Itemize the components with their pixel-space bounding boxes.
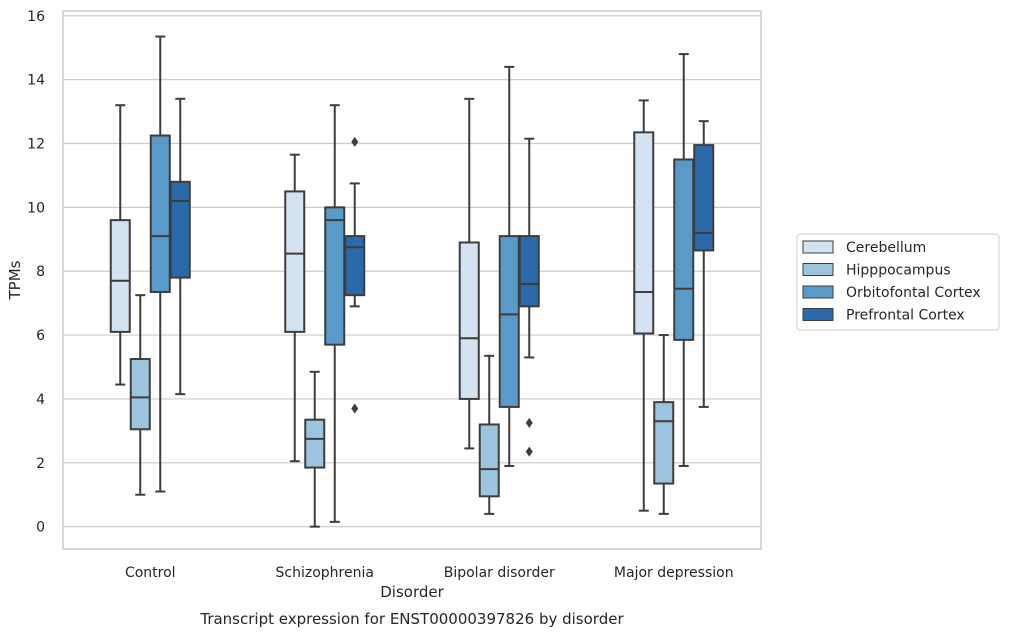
box-body bbox=[518, 235, 540, 308]
outlier-point bbox=[351, 136, 359, 147]
outlier-point bbox=[351, 403, 359, 414]
legend-swatch bbox=[802, 263, 834, 276]
legend-swatch bbox=[802, 240, 834, 254]
box-body bbox=[109, 219, 131, 333]
box-body bbox=[673, 158, 695, 341]
legend-label: Cerebellum bbox=[846, 240, 926, 256]
legend-label: Prefrontal Cortex bbox=[846, 308, 965, 324]
box-hipppocampus bbox=[653, 334, 675, 515]
x-axis-label: Disorder bbox=[380, 583, 444, 601]
legend: Cerebellum Hipppocampus Orbitofontal Corte… bbox=[796, 233, 1000, 331]
box-body bbox=[129, 358, 151, 431]
y-tick-label: 4 bbox=[36, 392, 45, 408]
box-body bbox=[304, 418, 326, 469]
x-tick-label: Control bbox=[125, 565, 176, 581]
x-tick-label: Schizophrenia bbox=[276, 565, 374, 581]
x-tick-label: Major depression bbox=[614, 565, 734, 581]
box-prefrontal-cortex bbox=[693, 120, 715, 408]
x-axis-ticks: Control Schizophrenia Bipolar disorder Majo… bbox=[125, 565, 734, 581]
y-tick-label: 16 bbox=[27, 9, 45, 25]
box-hipppocampus bbox=[478, 354, 500, 515]
plot-area-frame bbox=[62, 10, 762, 550]
y-tick-label: 2 bbox=[36, 456, 45, 472]
legend-swatch bbox=[802, 308, 834, 321]
box-orbitofontal-cortex bbox=[673, 53, 695, 467]
y-axis-ticks: 0 2 4 6 8 10 12 14 16 bbox=[27, 9, 45, 536]
box-orbitofontal-cortex bbox=[498, 65, 520, 467]
box-prefrontal-cortex bbox=[169, 97, 191, 396]
box-body bbox=[344, 235, 366, 297]
box-body bbox=[478, 423, 500, 498]
box-orbitofontal-cortex bbox=[324, 104, 346, 523]
outlier-point bbox=[525, 446, 533, 457]
box-body bbox=[284, 190, 306, 333]
box-prefrontal-cortex bbox=[344, 136, 366, 414]
box-hipppocampus bbox=[304, 370, 326, 528]
box-body bbox=[653, 401, 675, 485]
box-body bbox=[633, 131, 655, 335]
legend-swatch bbox=[802, 285, 834, 299]
y-tick-label: 12 bbox=[27, 137, 45, 153]
outlier-point bbox=[525, 417, 533, 428]
y-tick-label: 14 bbox=[27, 73, 45, 89]
y-tick-label: 6 bbox=[36, 328, 45, 344]
box-body bbox=[149, 134, 171, 293]
box-cerebellum bbox=[458, 97, 480, 450]
legend-frame bbox=[796, 233, 1000, 331]
box-body bbox=[693, 144, 715, 252]
box-body bbox=[458, 241, 480, 400]
box-cerebellum bbox=[633, 99, 655, 512]
legend-label: Hipppocampus bbox=[846, 263, 951, 279]
box-cerebellum bbox=[284, 153, 306, 463]
box-hipppocampus bbox=[129, 294, 151, 496]
box-body bbox=[169, 180, 191, 279]
box-body bbox=[324, 206, 346, 346]
y-tick-label: 8 bbox=[36, 264, 45, 280]
x-tick-label: Bipolar disorder bbox=[444, 565, 555, 581]
chart-caption: Transcript expression for ENST0000039782… bbox=[199, 610, 624, 628]
box-prefrontal-cortex bbox=[518, 137, 540, 457]
plot-boxes bbox=[109, 35, 715, 528]
box-orbitofontal-cortex bbox=[149, 35, 171, 493]
y-tick-label: 0 bbox=[36, 520, 45, 536]
y-tick-label: 10 bbox=[27, 200, 45, 216]
box-cerebellum bbox=[109, 104, 131, 386]
y-axis-label: TPMs bbox=[6, 260, 24, 300]
legend-label: Orbitofontal Cortex bbox=[846, 285, 981, 301]
box-body bbox=[498, 235, 520, 408]
